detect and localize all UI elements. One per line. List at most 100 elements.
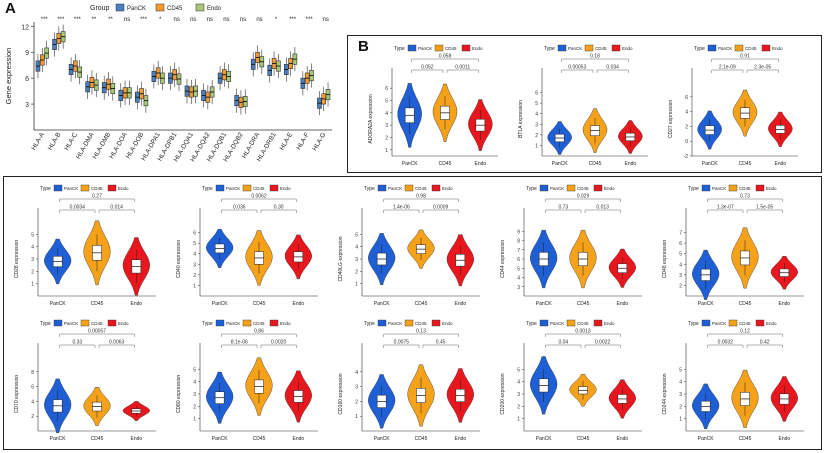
y-tick-label: 4 <box>31 399 34 405</box>
x-tick-label: PanCK <box>374 436 391 442</box>
legend-label-cd45: CD45 <box>739 186 751 191</box>
pvalue-label: 0.052 <box>421 65 434 71</box>
x-tick-label: HLA-E <box>279 131 295 152</box>
legend-label-cd45: CD45 <box>445 46 457 51</box>
legend-swatch-endo <box>269 319 279 327</box>
legend-title: Type <box>40 321 51 327</box>
y-tick-label: 2 <box>679 283 682 289</box>
legend-label-endo: Endo <box>766 186 777 191</box>
pvalue-bracket <box>411 69 444 73</box>
panel-a-label: A <box>5 0 16 17</box>
legend-label-panck: PanCK <box>550 186 564 191</box>
pvalue-bracket <box>383 209 420 213</box>
y-axis-title: Gene expression <box>4 48 13 105</box>
y-tick-label: 5 <box>517 266 520 272</box>
pvalue-bracket <box>707 198 783 202</box>
pvalue-label: 0.0009 <box>433 205 449 211</box>
legend-swatch-panck <box>215 184 225 192</box>
pvalue-label: 2.3e-05 <box>754 65 771 71</box>
pvalue-label: 0.73 <box>740 194 750 200</box>
pvalue-bracket <box>746 209 783 213</box>
x-tick-label: Endo <box>292 436 304 442</box>
legend-label-panck: PanCK <box>226 186 240 191</box>
y-axis-title: CD48 expression <box>662 240 668 279</box>
y-axis-title: CD160 expression <box>338 373 344 414</box>
y-tick-label: 6 <box>679 241 682 247</box>
y-tick-label: 5 <box>679 367 682 373</box>
x-tick-label: PanCK <box>698 436 715 442</box>
y-axis-title: CD28 expression <box>14 240 20 279</box>
y-tick-label: 5 <box>535 101 538 107</box>
y-tick-label: 9 <box>517 229 520 235</box>
violin-chart-adora2a: Type PanCK CD45 Endo 1 2 3 4 5 6 ADORA2A expressio… <box>368 44 498 167</box>
significance-label: ns <box>124 17 130 23</box>
legend-swatch-panck <box>53 319 63 327</box>
legend-label-endo: Endo <box>118 321 129 326</box>
pvalue-bracket <box>711 58 779 62</box>
legend-title: Type <box>364 321 375 327</box>
y-tick-label: 1 <box>31 282 34 288</box>
pvalue-label: 0.45 <box>436 340 446 346</box>
y-tick-label: 5 <box>679 252 682 258</box>
y-tick-label: 6 <box>535 91 538 97</box>
y-tick-label: 4 <box>685 110 688 116</box>
x-tick-label: PanCK <box>536 301 553 307</box>
violin-chart-cd28: Type PanCK CD45 Endo 1 2 3 4 5 CD28 expression 0.0… <box>14 184 156 307</box>
x-tick-label: Endo <box>616 436 628 442</box>
x-tick-label: PanCK <box>702 161 719 167</box>
pvalue-label: 0.30 <box>274 205 284 211</box>
legend-title: Type <box>40 186 51 192</box>
legend-label-endo: Endo <box>207 6 222 12</box>
pvalue-bracket <box>422 344 459 348</box>
legend-label-endo: Endo <box>604 186 615 191</box>
y-tick-label: 4 <box>517 276 520 282</box>
x-tick-label: CD45 <box>589 161 602 167</box>
x-tick-label: PanCK <box>402 161 419 167</box>
legend-swatch-panck <box>115 3 125 12</box>
pvalue-label: 0.036 <box>233 205 246 211</box>
legend-label-cd45: CD45 <box>745 46 757 51</box>
x-tick-label: Endo <box>292 301 304 307</box>
legend-label-panck: PanCK <box>718 46 732 51</box>
y-tick-label: 12 <box>21 24 29 31</box>
violin-chart-cd27: Type PanCK CD45 Endo -2 0 2 4 6 CD27 expression 2.… <box>668 44 798 167</box>
pvalue-label: 1.5e-05 <box>756 205 773 211</box>
legend-swatch-endo <box>269 184 279 192</box>
y-tick-label: 2 <box>355 399 358 405</box>
pvalue-bracket <box>59 209 96 213</box>
legend-swatch-endo <box>107 184 117 192</box>
x-tick-label: CD45 <box>253 301 266 307</box>
pvalue-bracket <box>446 69 479 73</box>
pvalue-label: 0.0075 <box>394 340 410 346</box>
pvalue-bracket <box>545 333 621 337</box>
legend-label-panck: PanCK <box>712 186 726 191</box>
significance-label: *** <box>41 17 49 23</box>
legend-label-panck: PanCK <box>64 321 78 326</box>
legend-swatch-cd45 <box>566 184 576 192</box>
y-tick-label: 4 <box>679 262 682 268</box>
pvalue-label: 1.3e-07 <box>717 205 734 211</box>
legend-label-panck: PanCK <box>418 46 432 51</box>
x-tick-label: PanCK <box>698 301 715 307</box>
x-tick-label: CD45 <box>577 436 590 442</box>
significance-label: *** <box>57 17 65 23</box>
pvalue-label: 2.1e-09 <box>719 65 736 71</box>
y-tick-label: 2 <box>31 269 34 275</box>
y-tick-label: 2 <box>193 404 196 410</box>
legend-title: Type <box>526 321 537 327</box>
x-tick-label: PanCK <box>212 301 229 307</box>
pvalue-label: 0.0013 <box>575 329 591 335</box>
significance-label: *** <box>74 17 82 23</box>
legend-label-panck: PanCK <box>568 46 582 51</box>
y-tick-label: 3 <box>355 385 358 391</box>
legend-label-panck: PanCK <box>226 321 240 326</box>
y-tick-label: 1 <box>517 417 520 423</box>
y-tick-label: 3 <box>679 392 682 398</box>
significance-label: ns <box>240 17 246 23</box>
x-tick-label: Endo <box>778 436 790 442</box>
pvalue-label: 0.0020 <box>271 340 287 346</box>
y-tick-label: -2 <box>684 154 689 160</box>
x-tick-label: PanCK <box>50 436 67 442</box>
violin-chart-cd40lg: Type PanCK CD45 Endo 1 2 3 4 5 CD40LG expression 1… <box>338 184 480 307</box>
y-tick-label: 5 <box>193 367 196 373</box>
